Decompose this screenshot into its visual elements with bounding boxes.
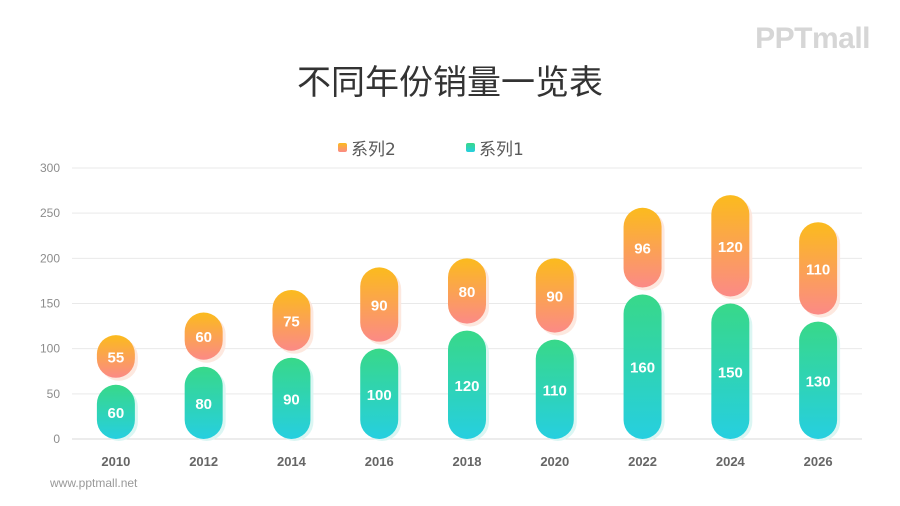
legend-swatch-series2	[338, 143, 347, 152]
bar-series2	[799, 222, 838, 315]
data-label-series2: 90	[546, 288, 563, 305]
data-label-series1: 120	[454, 378, 479, 395]
bar-series1	[448, 330, 486, 439]
legend-swatch-series1	[466, 143, 475, 152]
bar-series2	[623, 207, 662, 288]
y-tick-label: 250	[40, 206, 60, 220]
data-label-series1: 160	[630, 360, 655, 377]
x-tick-label: 2026	[804, 454, 833, 469]
data-label-series1: 130	[806, 373, 831, 390]
data-label-series2: 55	[108, 349, 125, 366]
x-tick-label: 2014	[277, 454, 307, 469]
y-tick-label: 150	[40, 297, 60, 311]
data-label-series1: 110	[543, 382, 567, 399]
bar-series1	[535, 339, 574, 439]
data-label-series2: 96	[634, 241, 651, 258]
x-tick-label: 2022	[628, 454, 657, 469]
data-label-series2: 110	[806, 261, 830, 278]
chart-title: 不同年份销量一览表	[297, 63, 603, 103]
legend-item-series2: 系列2	[338, 135, 396, 160]
x-tick-label: 2010	[101, 454, 130, 469]
bar-series1	[272, 357, 311, 439]
bar-series1	[711, 303, 750, 439]
x-tick-label: 2016	[365, 454, 394, 469]
legend-label-series1: 系列1	[479, 140, 524, 160]
pptmall-logo: PPTmall	[755, 22, 870, 55]
data-label-series2: 90	[371, 298, 388, 315]
bar-series2	[360, 267, 399, 342]
data-label-series2: 75	[283, 313, 300, 330]
x-tick-label: 2024	[716, 454, 746, 469]
data-label-series2: 60	[195, 329, 212, 346]
bar-series1	[799, 321, 838, 439]
data-label-series1: 90	[283, 391, 300, 408]
y-tick-label: 200	[40, 251, 60, 265]
bar-series1	[360, 348, 399, 439]
bar-series1	[184, 366, 223, 439]
legend-label-series2: 系列2	[351, 140, 396, 160]
y-tick-label: 100	[40, 342, 60, 356]
bar-series2	[711, 195, 750, 297]
chart-legend: 系列2 系列1	[0, 135, 900, 160]
x-tick-label: 2018	[453, 454, 482, 469]
x-tick-label: 2020	[540, 454, 569, 469]
bar-series1	[96, 384, 135, 439]
y-tick-label: 300	[40, 161, 60, 175]
data-label-series1: 80	[195, 396, 212, 413]
data-label-series2: 80	[459, 284, 476, 301]
bar-series2	[535, 258, 574, 333]
data-label-series1: 100	[367, 387, 392, 404]
bar-series2	[272, 289, 311, 351]
data-label-series1: 150	[718, 364, 743, 381]
data-label-series2: 120	[718, 239, 743, 256]
x-tick-label: 2012	[189, 454, 218, 469]
bar-series1	[623, 294, 662, 439]
data-label-series1: 60	[108, 405, 125, 422]
bar-series2	[448, 258, 486, 324]
bar-series2	[96, 335, 135, 378]
footer-url: www.pptmall.net	[50, 476, 138, 490]
legend-item-series1: 系列1	[466, 135, 524, 160]
y-tick-label: 0	[53, 432, 60, 446]
bar-series2	[184, 312, 223, 360]
y-tick-label: 50	[47, 387, 61, 401]
